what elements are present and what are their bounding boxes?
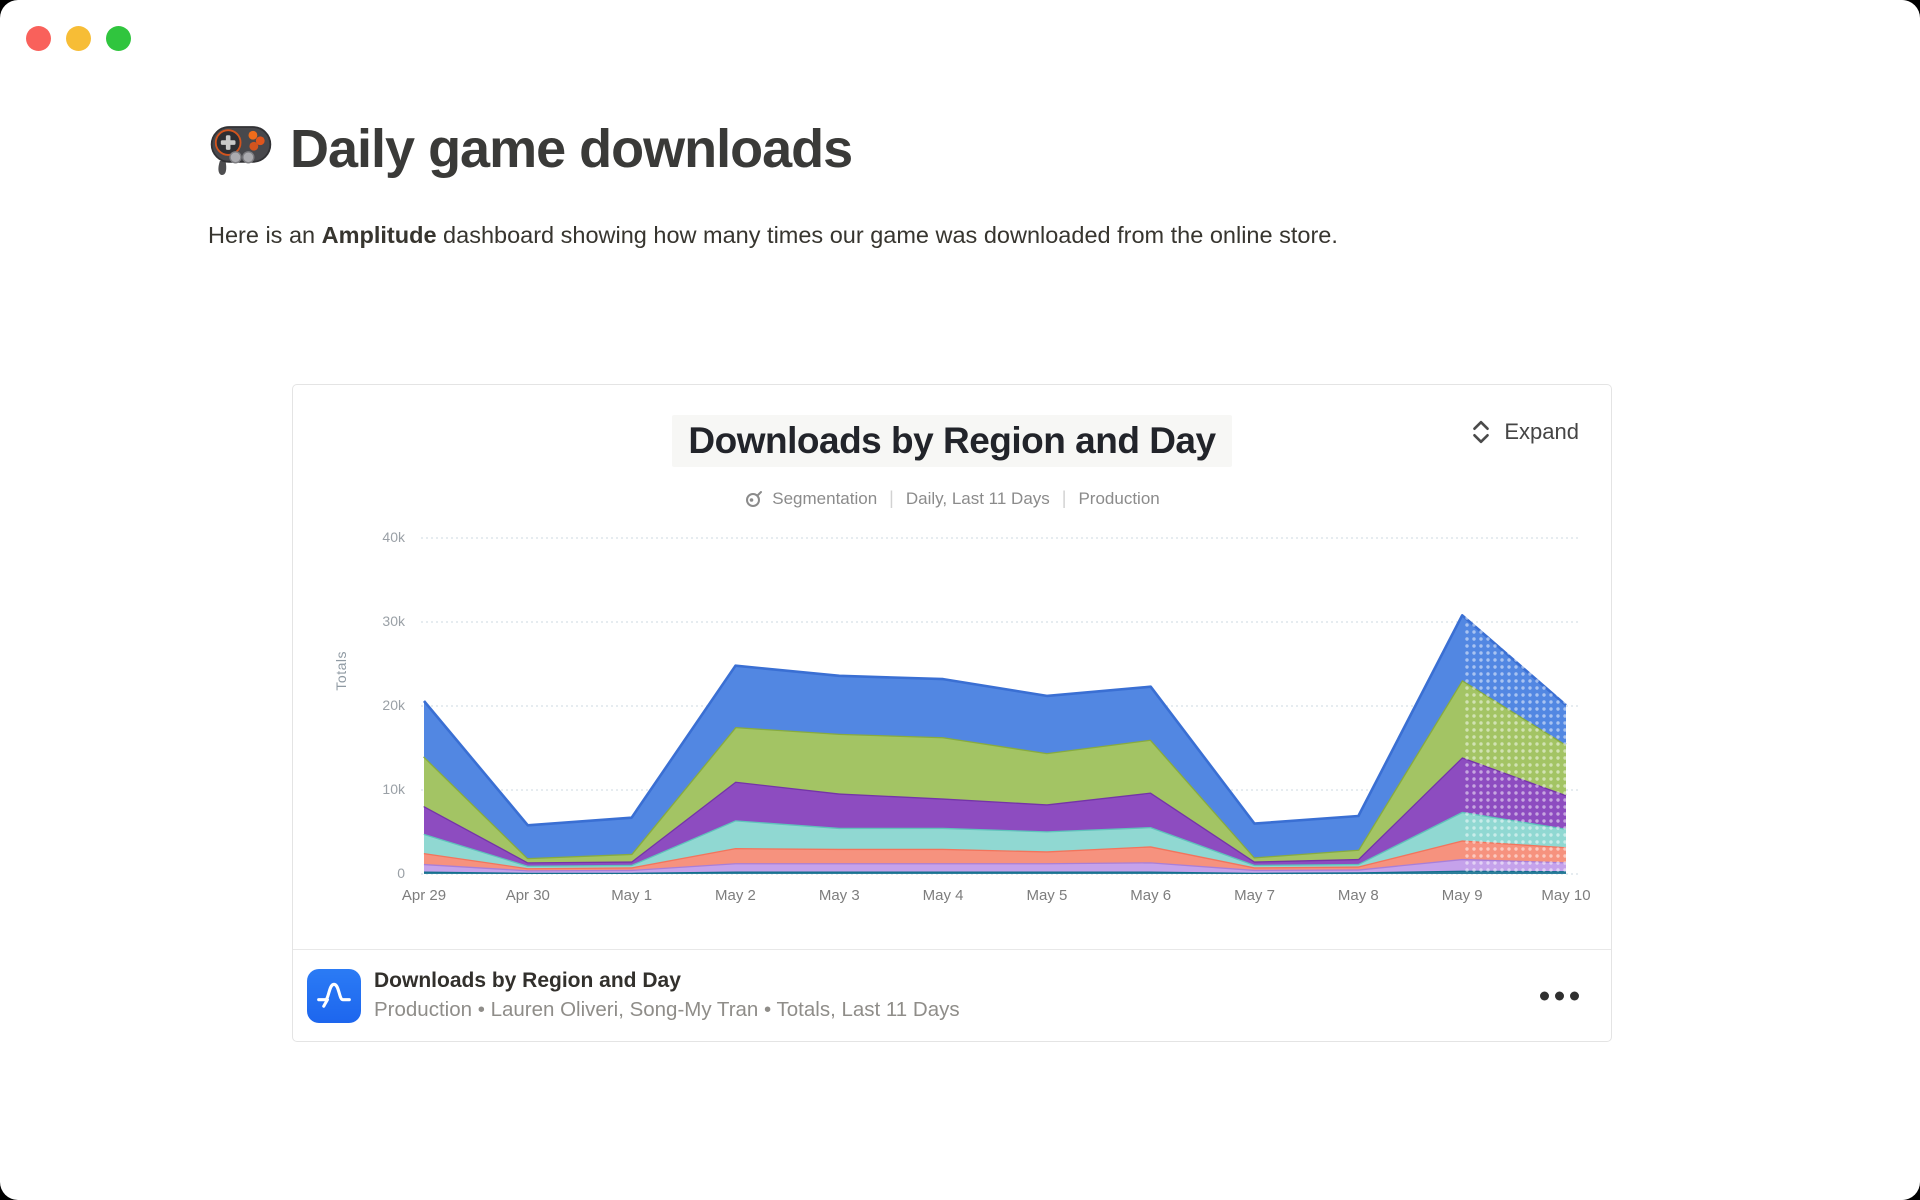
area-series-6-green: [424, 680, 1566, 863]
window-controls: [26, 26, 131, 51]
chart-card-footer: Downloads by Region and Day Production •…: [293, 949, 1611, 1041]
intro-paragraph: Here is an Amplitude dashboard showing h…: [208, 216, 1348, 255]
y-axis-tick-label: 0: [397, 865, 405, 881]
y-axis-tick-label: 40k: [382, 529, 405, 545]
incomplete-data-overlay: [1462, 531, 1568, 874]
y-axis-title: Totals: [333, 651, 349, 691]
area-series-3-salmon: [424, 840, 1566, 871]
segmentation-icon: [746, 490, 763, 507]
page-title-text: Daily game downloads: [290, 119, 853, 179]
area-series-7-blue: [424, 615, 1566, 858]
expand-button[interactable]: Expand: [1470, 419, 1579, 445]
x-axis-tick-label: Apr 30: [505, 887, 550, 904]
subtitle-separator: |: [889, 488, 894, 508]
area-series-4-teal: [424, 811, 1566, 869]
y-axis-tick-label: 30k: [382, 613, 405, 629]
subtitle-environment: Production: [1078, 488, 1160, 508]
game-controller-icon: [210, 126, 272, 176]
amplitude-chart-card: Downloads by Region and Day Segmentation…: [292, 384, 1612, 1042]
x-axis-tick-label: May 8: [1337, 887, 1379, 904]
chart-title-row: Downloads by Region and Day: [293, 415, 1611, 467]
zoom-button[interactable]: [106, 26, 131, 51]
intro-prefix: Here is an: [208, 222, 322, 248]
expand-icon: [1473, 420, 1490, 444]
subtitle-date-range: Daily, Last 11 Days: [905, 488, 1050, 508]
area-edge-series-7-blue: [423, 614, 1567, 827]
area-series-5-purple: [424, 757, 1566, 866]
intro-suffix: dashboard showing how many times our gam…: [436, 222, 1338, 248]
intro-bold: Amplitude: [321, 222, 437, 248]
more-options-button[interactable]: [1532, 983, 1587, 1008]
subtitle-segmentation: Segmentation: [772, 488, 878, 508]
footer-text: Downloads by Region and Day Production •…: [374, 969, 960, 1022]
ellipsis-dot: [1570, 991, 1579, 1000]
x-axis-tick-label: May 7: [1234, 887, 1275, 904]
expand-label: Expand: [1504, 419, 1579, 444]
subtitle-separator: |: [1061, 488, 1067, 508]
x-axis-tick-label: May 2: [715, 887, 756, 904]
x-axis-tick-label: May 3: [818, 887, 860, 904]
chart-canvas: [421, 531, 1578, 875]
y-axis-tick-label: 20k: [382, 697, 405, 713]
ellipsis-dot: [1555, 991, 1564, 1000]
x-axis-tick-label: Apr 29: [401, 887, 447, 904]
x-axis-tick-label: May 4: [922, 887, 964, 904]
amplitude-logo: [307, 968, 361, 1023]
x-axis-tick-label: May 10: [1541, 887, 1591, 904]
footer-meta: Production • Lauren Oliveri, Song-My Tra…: [374, 998, 960, 1021]
y-axis-tick-label: 10k: [382, 781, 405, 797]
x-axis-tick-label: May 1: [611, 887, 653, 904]
page-title: Daily game downloads: [208, 118, 853, 180]
stacked-area-chart[interactable]: Totals 0 10k 20k 30k 40k Apr 29 Apr 30 May 1 May…: [293, 529, 1613, 931]
footer-chart-title[interactable]: Downloads by Region and Day: [374, 969, 681, 992]
x-axis-tick-label: May 9: [1441, 887, 1483, 904]
area-series-2-lavender: [424, 858, 1566, 873]
chart-title: Downloads by Region and Day: [672, 415, 1232, 467]
x-axis-tick-label: May 6: [1130, 887, 1172, 904]
ellipsis-dot: [1540, 991, 1549, 1000]
chart-subtitle: Segmentation | Daily, Last 11 Days | Pro…: [293, 488, 1611, 509]
minimize-button[interactable]: [66, 26, 91, 51]
x-axis-tick-label: May 5: [1026, 887, 1068, 904]
close-button[interactable]: [26, 26, 51, 51]
